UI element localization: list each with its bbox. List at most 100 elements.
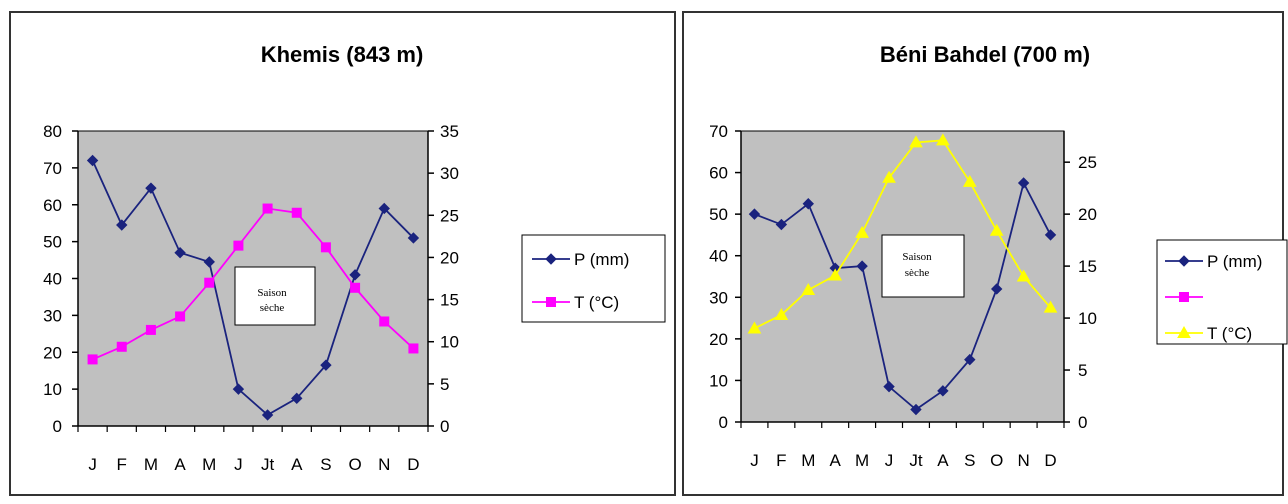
right-axis-tick-label: 25: [1078, 153, 1097, 172]
left-axis-tick-label: 20: [709, 330, 728, 349]
left-axis-tick-label: 70: [43, 159, 62, 178]
data-point: [349, 269, 361, 281]
right-axis-tick-label: 0: [1078, 413, 1087, 432]
legend-marker: [1179, 292, 1189, 302]
right-axis-tick-label: 35: [440, 122, 459, 141]
data-point: [320, 359, 332, 371]
annotation-line-2: sèche: [905, 267, 930, 279]
x-axis-tick-label: D: [407, 455, 419, 474]
left-axis-tick-label: 30: [709, 288, 728, 307]
data-point: [350, 282, 361, 293]
right-axis-tick-label: 20: [440, 248, 459, 267]
left-axis-tick-label: 10: [43, 380, 62, 399]
x-axis-tick-label: A: [291, 455, 303, 474]
legend-label: P (mm): [1207, 252, 1262, 271]
right-axis-tick-label: 5: [440, 375, 449, 394]
legend-marker: [1177, 325, 1191, 338]
right-axis-tick-label: 20: [1078, 205, 1097, 224]
data-point: [261, 409, 274, 421]
data-point: [855, 225, 869, 238]
left-axis-tick-label: 50: [43, 233, 62, 252]
data-point: [962, 174, 977, 187]
data-point: [775, 218, 788, 231]
data-point: [1044, 229, 1057, 241]
data-point: [802, 198, 814, 210]
legend-marker: [545, 253, 557, 265]
left-axis-tick-label: 80: [43, 122, 62, 141]
data-point: [291, 392, 303, 405]
chart-title: Khemis (843 m): [261, 42, 424, 67]
data-point: [320, 242, 331, 253]
annotation-line-1: Saison: [257, 287, 287, 299]
annotation-line-2: sèche: [260, 302, 285, 314]
data-point: [145, 324, 156, 335]
x-axis-tick-label: A: [174, 455, 186, 474]
legend: P (mm) T (°C): [1156, 239, 1288, 345]
data-point: [748, 208, 761, 220]
x-axis-tick-label: A: [830, 451, 842, 470]
data-point: [291, 207, 302, 218]
x-axis-tick-label: N: [1017, 451, 1029, 470]
x-axis-tick-label: N: [378, 455, 390, 474]
x-axis-tick-label: J: [234, 455, 243, 474]
data-point: [991, 283, 1003, 295]
data-point: [909, 135, 923, 148]
right-axis-tick-label: 25: [440, 206, 459, 225]
x-axis-tick-label: O: [348, 455, 361, 474]
left-axis-tick-label: 60: [709, 164, 728, 183]
right-axis-tick-label: 0: [440, 417, 449, 436]
right-axis-tick-label: 15: [440, 291, 459, 310]
x-axis-tick-label: A: [937, 451, 949, 470]
legend-frame: [521, 234, 666, 323]
data-point: [203, 256, 215, 268]
data-point: [1016, 269, 1031, 282]
left-axis-tick-label: 20: [43, 343, 62, 362]
left-axis-tick-label: 40: [709, 247, 728, 266]
right-axis-tick-label: 10: [1078, 309, 1097, 328]
x-axis-tick-label: M: [144, 455, 158, 474]
data-point: [86, 154, 99, 167]
data-point: [407, 232, 420, 244]
left-axis-tick-label: 60: [43, 196, 62, 215]
x-axis-tick-label: F: [776, 451, 786, 470]
data-point: [408, 343, 419, 354]
annotation-box: Saison sèche: [234, 266, 316, 326]
legend-label: P (mm): [574, 250, 629, 269]
data-point: [882, 170, 896, 183]
annotation-box: Saison sèche: [881, 234, 965, 298]
left-axis-tick-label: 0: [719, 413, 728, 432]
data-point: [87, 354, 98, 365]
chart-title: Béni Bahdel (700 m): [880, 42, 1090, 67]
data-point: [1017, 177, 1030, 189]
annotation-frame: [881, 234, 965, 298]
legend-label: T (°C): [574, 293, 619, 312]
x-axis-tick-label: D: [1044, 451, 1056, 470]
x-axis-tick-label: M: [855, 451, 869, 470]
left-axis-tick-label: 40: [43, 270, 62, 289]
left-axis-tick-label: 10: [709, 371, 728, 390]
data-point: [828, 268, 843, 281]
data-point: [964, 353, 976, 366]
x-axis-tick-label: S: [320, 455, 331, 474]
data-point: [262, 203, 273, 214]
x-axis-tick-label: Jt: [909, 451, 923, 470]
x-axis-tick-label: M: [202, 455, 216, 474]
right-axis-tick-label: 10: [440, 333, 459, 352]
left-axis-tick-label: 70: [709, 122, 728, 141]
legend: P (mm) T (°C): [521, 234, 666, 323]
data-point: [116, 219, 128, 231]
data-point: [883, 380, 895, 393]
legend-label: T (°C): [1207, 324, 1252, 343]
data-point: [379, 316, 390, 327]
x-axis-tick-label: O: [990, 451, 1003, 470]
data-point: [145, 182, 157, 194]
data-point: [747, 321, 762, 334]
data-point: [116, 341, 127, 352]
data-point: [937, 385, 949, 397]
data-point: [801, 283, 816, 296]
chart-beni-bahdel: Béni Bahdel (700 m) 0 10 20 30 40 50 60 70 0 5 10 1…: [709, 42, 1288, 470]
data-point: [175, 311, 186, 322]
chart-khemis: Khemis (843 m) 0 10 20 30 40 50 60 70 80 0 5 10 15 20…: [43, 42, 666, 474]
left-axis-tick-label: 30: [43, 306, 62, 325]
